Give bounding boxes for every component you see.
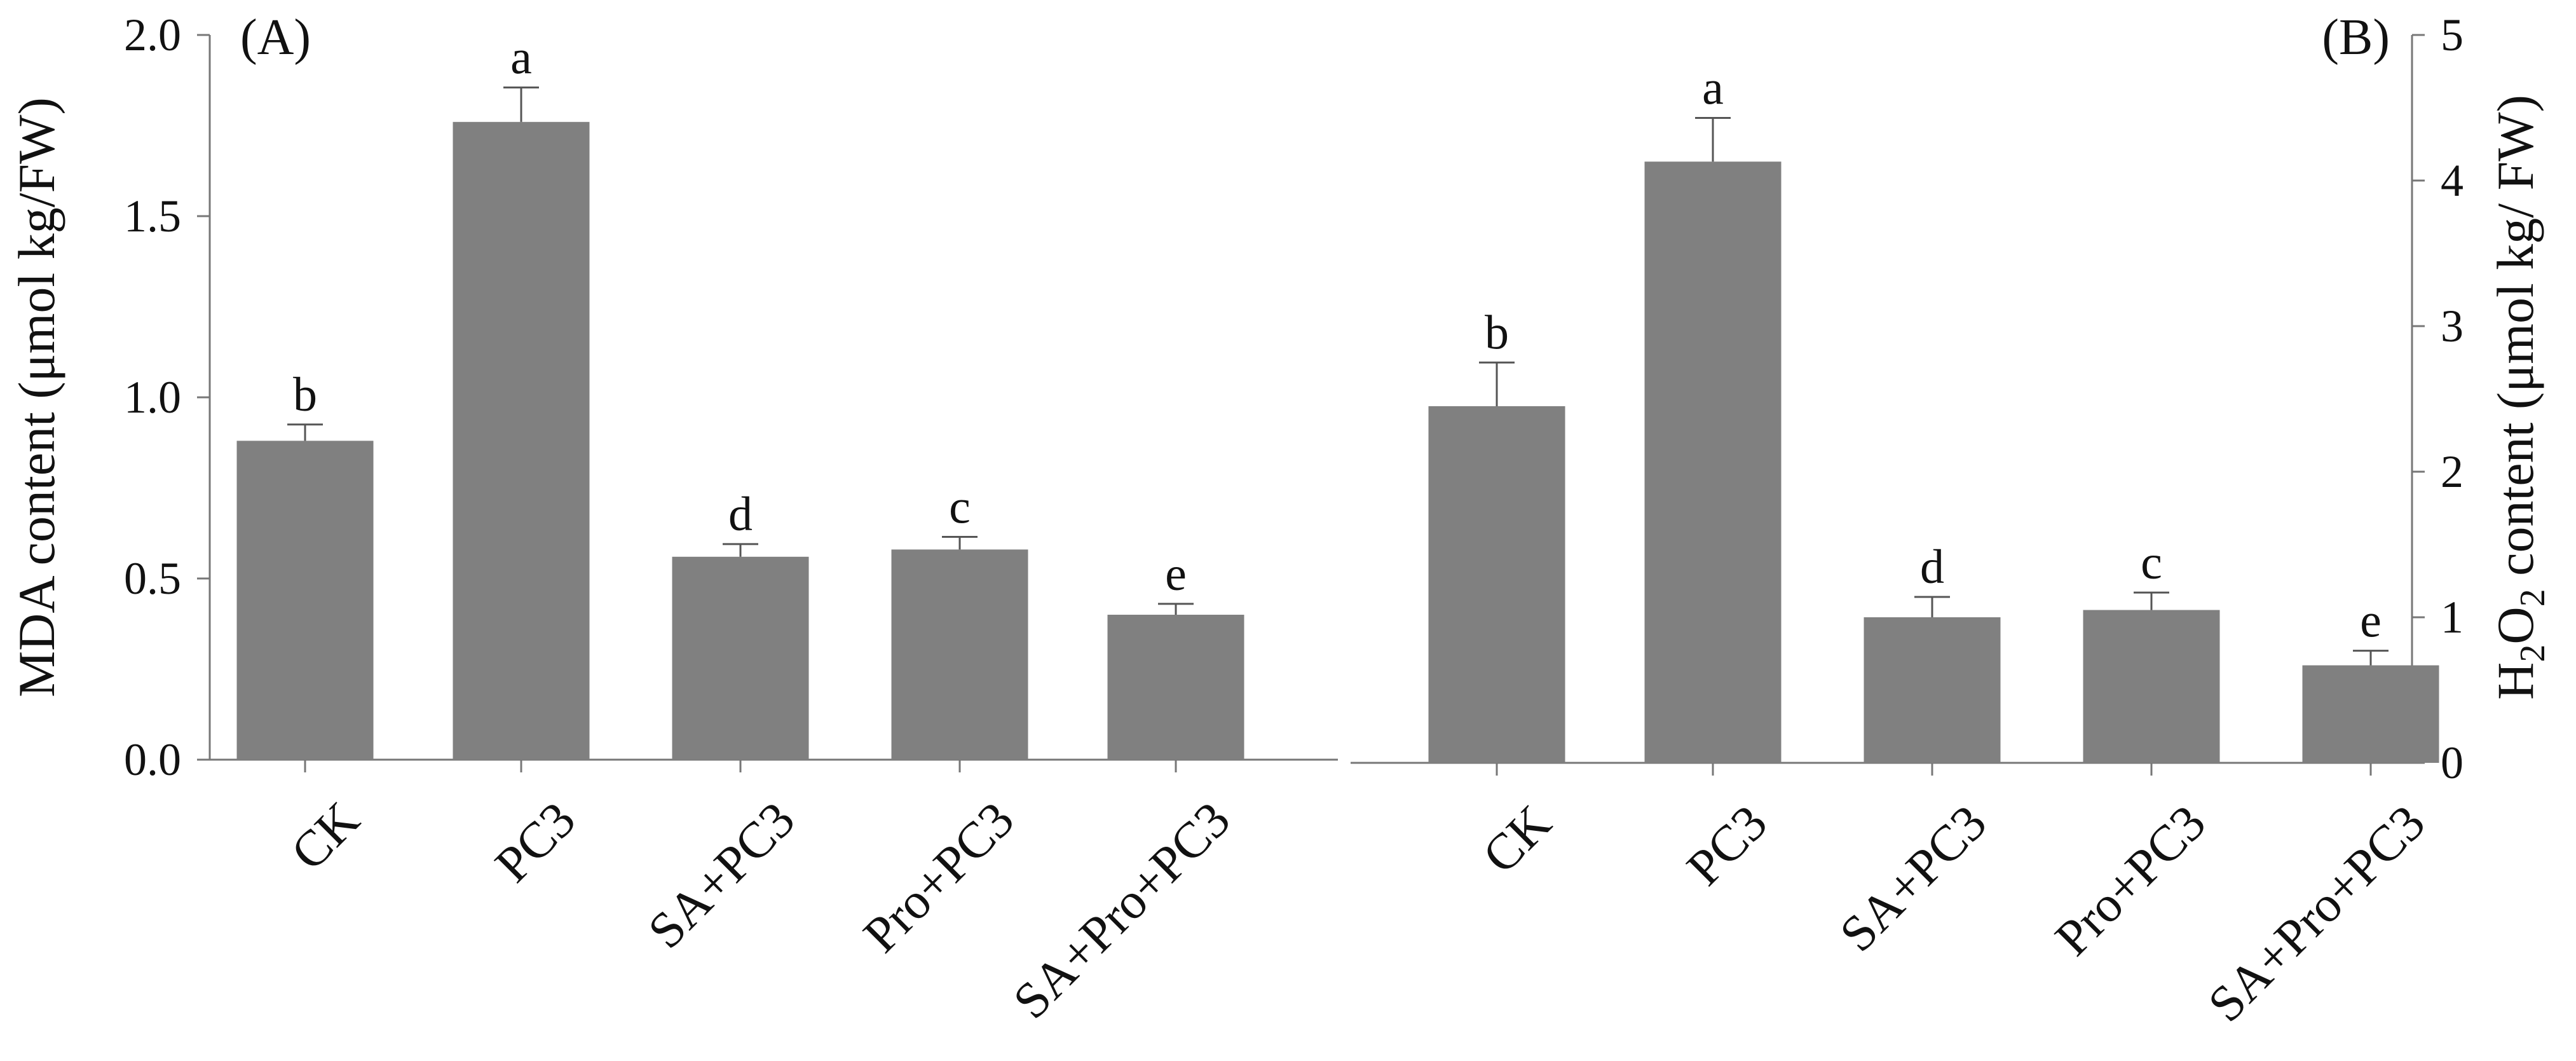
bar-sa-pc3 xyxy=(1864,617,2001,763)
significance-letter: b xyxy=(293,368,317,421)
y-axis-title-name: MDA content xyxy=(8,412,65,697)
y-axis-title-sub: 2 xyxy=(2513,645,2552,662)
significance-letter: c xyxy=(2141,536,2162,589)
y-axis-title: MDA content (μmol kg/FW) xyxy=(8,97,65,697)
y-tick-label: 0.5 xyxy=(124,553,181,604)
bar-pc3 xyxy=(453,121,590,760)
y-tick-label: 0 xyxy=(2441,737,2464,788)
y-axis-title-o: O xyxy=(2486,606,2544,644)
y-axis-title: H2O2 content (μmol kg/ FW) xyxy=(2486,95,2552,700)
bar-sa-pro-pc3 xyxy=(2302,665,2439,763)
significance-letter: c xyxy=(949,480,971,533)
bar-pro-pc3 xyxy=(891,549,1028,760)
significance-letter: d xyxy=(1920,540,1944,594)
y-tick-label: 5 xyxy=(2441,10,2464,60)
bar-sa-pro-pc3 xyxy=(1107,615,1244,760)
y-tick-label: 2.0 xyxy=(124,10,181,60)
y-tick-label: 1.5 xyxy=(124,191,181,242)
significance-letter: e xyxy=(2360,594,2382,648)
y-tick-label: 2 xyxy=(2441,446,2464,497)
panel-label: (A) xyxy=(240,10,311,65)
y-tick-label: 3 xyxy=(2441,301,2464,352)
significance-letter: e xyxy=(1165,547,1187,601)
y-axis-title-h: H xyxy=(2486,662,2544,700)
y-tick-label: 4 xyxy=(2441,155,2464,206)
significance-letter: a xyxy=(510,31,532,85)
bar-sa-pc3 xyxy=(672,556,809,760)
y-tick-label: 0.0 xyxy=(124,734,181,785)
panel-label: (B) xyxy=(2322,10,2390,65)
y-axis-title-rest: content (μmol kg/ FW) xyxy=(2486,95,2544,589)
bar-ck xyxy=(236,441,374,760)
significance-letter: a xyxy=(1702,62,1724,115)
y-axis-title-sub: 2 xyxy=(2513,589,2552,606)
y-tick-label: 1 xyxy=(2441,592,2464,643)
bar-pc3 xyxy=(1644,161,1782,763)
bar-ck xyxy=(1428,406,1565,763)
significance-letter: b xyxy=(1485,306,1509,359)
bar-pro-pc3 xyxy=(2083,610,2220,763)
y-axis-title-units: (μmol kg/FW) xyxy=(8,97,65,412)
significance-letter: d xyxy=(728,488,753,541)
y-tick-label: 1.0 xyxy=(124,372,181,423)
